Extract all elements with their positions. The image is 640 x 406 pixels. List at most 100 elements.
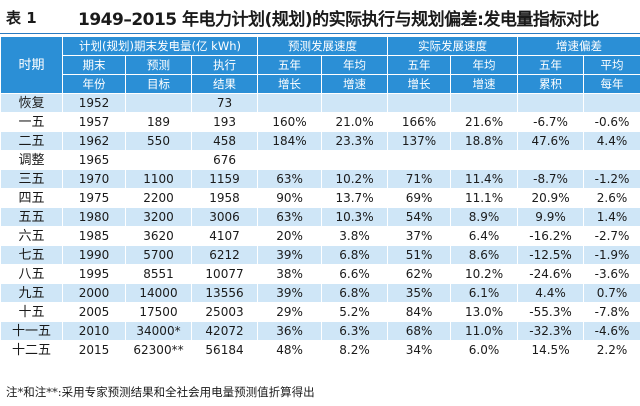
cell-fc-rate: 5.2% bbox=[321, 302, 389, 322]
cell-fc-rate: 13.7% bbox=[321, 188, 389, 208]
cell-act-rate: 6.4% bbox=[450, 226, 519, 246]
cell-dev-cum: 20.9% bbox=[517, 188, 585, 208]
cell-fc-rate: 8.2% bbox=[321, 340, 389, 360]
cell-act-rate: 21.6% bbox=[450, 112, 519, 132]
table-row: 四五 1975 2200 1958 90% 13.7% 69% 11.1% 20.9% 2.6% bbox=[0, 188, 640, 208]
table-number: 表 1 bbox=[6, 9, 37, 27]
cell-end-year: 1952 bbox=[62, 93, 126, 113]
cell-dev-avg: -4.6% bbox=[583, 321, 640, 341]
cell-period: 十一五 bbox=[0, 321, 63, 341]
cell-result: 193 bbox=[190, 112, 259, 132]
header-row-sub-2: 年份 目标 结果 增长 增速 增长 增速 累积 每年 bbox=[1, 74, 640, 94]
cell-act-rate: 11.1% bbox=[450, 188, 519, 208]
cell-period: 十五 bbox=[0, 302, 63, 322]
header-sub-dev-cum-2: 累积 bbox=[517, 74, 585, 94]
cell-dev-avg: 2.6% bbox=[583, 188, 640, 208]
cell-act-rate: 8.9% bbox=[450, 207, 519, 227]
cell-result: 25003 bbox=[190, 302, 259, 322]
cell-dev-cum: 14.5% bbox=[517, 340, 585, 360]
header-sub-result-2: 结果 bbox=[190, 74, 259, 94]
cell-dev-avg: -1.2% bbox=[583, 169, 640, 189]
cell-fc-growth: 36% bbox=[257, 321, 323, 341]
cell-dev-cum bbox=[517, 150, 585, 170]
cell-fc-growth: 160% bbox=[257, 112, 323, 132]
cell-dev-cum: -55.3% bbox=[517, 302, 585, 322]
cell-result: 42072 bbox=[190, 321, 259, 341]
cell-target: 8551 bbox=[125, 264, 192, 284]
cell-target: 62300** bbox=[125, 340, 192, 360]
header-sub-act-growth-1: 五年 bbox=[387, 55, 452, 75]
cell-target bbox=[125, 150, 192, 170]
table-row: 三五 1970 1100 1159 63% 10.2% 71% 11.4% -8.7% -1.2% bbox=[0, 169, 640, 189]
cell-period: 四五 bbox=[0, 188, 63, 208]
cell-result: 3006 bbox=[190, 207, 259, 227]
cell-act-rate: 18.8% bbox=[450, 131, 519, 151]
cell-end-year: 1990 bbox=[62, 245, 126, 265]
cell-fc-growth: 48% bbox=[257, 340, 323, 360]
cell-fc-growth: 29% bbox=[257, 302, 323, 322]
cell-fc-growth bbox=[257, 93, 323, 113]
header-sub-end-year-1: 期末 bbox=[62, 55, 126, 75]
cell-act-rate: 6.0% bbox=[450, 340, 519, 360]
cell-dev-cum: -12.5% bbox=[517, 245, 585, 265]
cell-period: 二五 bbox=[0, 131, 63, 151]
header-sub-dev-cum-1: 五年 bbox=[517, 55, 585, 75]
cell-end-year: 1965 bbox=[62, 150, 126, 170]
table-row: 八五 1995 8551 10077 38% 6.6% 62% 10.2% -24.6% -3.6… bbox=[0, 264, 640, 284]
cell-end-year: 1970 bbox=[62, 169, 126, 189]
cell-fc-rate: 6.6% bbox=[321, 264, 389, 284]
table-row: 调整 1965 676 bbox=[0, 150, 640, 170]
cell-dev-avg: -2.7% bbox=[583, 226, 640, 246]
cell-act-rate bbox=[450, 93, 519, 113]
header-sub-result-1: 执行 bbox=[190, 55, 259, 75]
header-group-deviation: 增速偏差 bbox=[517, 36, 640, 56]
cell-result: 6212 bbox=[190, 245, 259, 265]
cell-dev-cum bbox=[517, 93, 585, 113]
cell-end-year: 1985 bbox=[62, 226, 126, 246]
header-sub-dev-avg-1: 平均 bbox=[583, 55, 640, 75]
cell-fc-rate: 10.2% bbox=[321, 169, 389, 189]
cell-act-growth: 51% bbox=[387, 245, 452, 265]
header-sub-act-rate-2: 增速 bbox=[450, 74, 519, 94]
cell-dev-avg: 0.7% bbox=[583, 283, 640, 303]
cell-dev-cum: -32.3% bbox=[517, 321, 585, 341]
table-row: 二五 1962 550 458 184% 23.3% 137% 18.8% 47.6% 4.4% bbox=[0, 131, 640, 151]
header-sub-fc-growth-2: 增长 bbox=[257, 74, 323, 94]
cell-dev-avg: -7.8% bbox=[583, 302, 640, 322]
cell-result: 4107 bbox=[190, 226, 259, 246]
cell-act-rate: 6.1% bbox=[450, 283, 519, 303]
header-group-actual: 实际发展速度 bbox=[387, 36, 519, 56]
table-row: 十一五 2010 34000* 42072 36% 6.3% 68% 11.0% -32.3% -… bbox=[0, 321, 640, 341]
cell-fc-growth: 184% bbox=[257, 131, 323, 151]
cell-end-year: 1962 bbox=[62, 131, 126, 151]
cell-act-growth: 84% bbox=[387, 302, 452, 322]
cell-result: 676 bbox=[190, 150, 259, 170]
header-period: 时期 bbox=[0, 36, 63, 94]
cell-dev-avg: -3.6% bbox=[583, 264, 640, 284]
cell-fc-growth: 63% bbox=[257, 169, 323, 189]
cell-fc-rate: 3.8% bbox=[321, 226, 389, 246]
table-row: 十二五 2015 62300** 56184 48% 8.2% 34% 6.0% 14.5% 2.… bbox=[0, 340, 640, 360]
header-sub-dev-avg-2: 每年 bbox=[583, 74, 640, 94]
cell-act-growth: 54% bbox=[387, 207, 452, 227]
cell-fc-rate: 23.3% bbox=[321, 131, 389, 151]
header-group-forecast: 预测发展速度 bbox=[257, 36, 389, 56]
cell-result: 458 bbox=[190, 131, 259, 151]
cell-target: 189 bbox=[125, 112, 192, 132]
cell-fc-rate: 6.8% bbox=[321, 283, 389, 303]
cell-fc-growth: 63% bbox=[257, 207, 323, 227]
header-sub-target-1: 预测 bbox=[125, 55, 192, 75]
cell-dev-cum: -16.2% bbox=[517, 226, 585, 246]
cell-period: 恢复 bbox=[0, 93, 63, 113]
cell-period: 三五 bbox=[0, 169, 63, 189]
header-sub-fc-rate-2: 增速 bbox=[321, 74, 389, 94]
cell-act-growth bbox=[387, 93, 452, 113]
table-title: 1949–2015 年电力计划(规划)的实际执行与规划偏差:发电量指标对比 bbox=[78, 10, 599, 30]
cell-period: 一五 bbox=[0, 112, 63, 132]
cell-result: 73 bbox=[190, 93, 259, 113]
cell-fc-growth: 39% bbox=[257, 283, 323, 303]
cell-act-growth: 71% bbox=[387, 169, 452, 189]
cell-act-growth: 62% bbox=[387, 264, 452, 284]
cell-end-year: 1957 bbox=[62, 112, 126, 132]
cell-act-rate: 11.0% bbox=[450, 321, 519, 341]
